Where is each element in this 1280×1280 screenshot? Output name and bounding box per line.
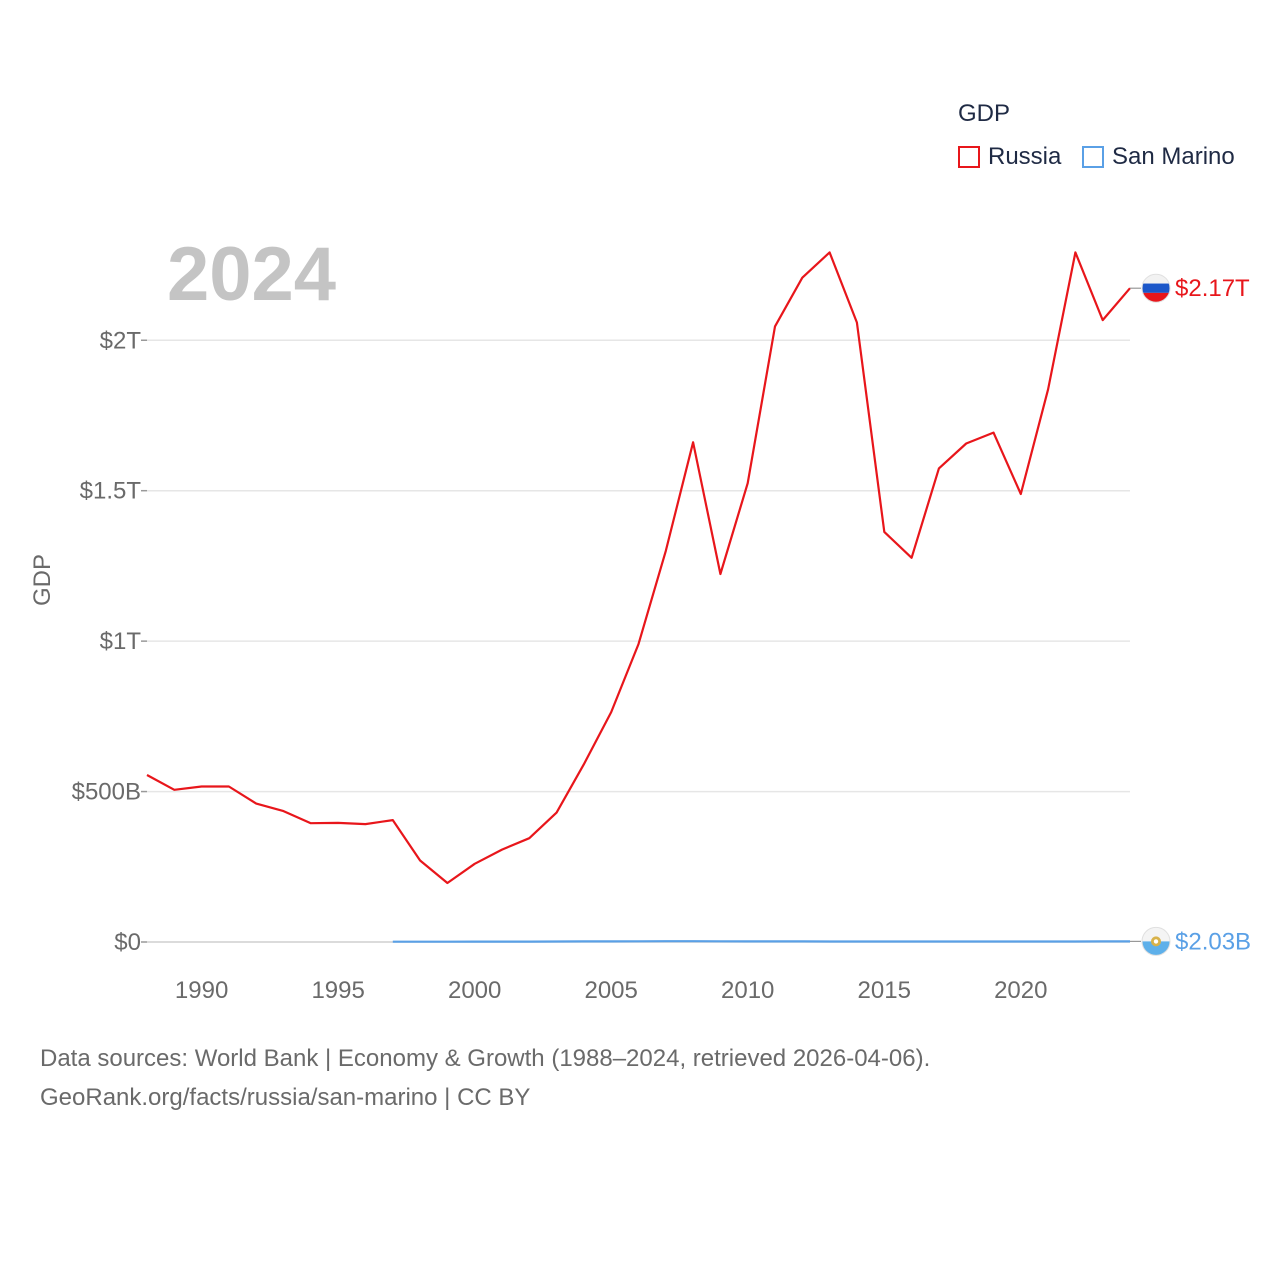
data-point-russia[interactable] bbox=[636, 642, 641, 647]
x-axis-ticks: 1990 1995 2000 2005 2010 2015 2020 bbox=[175, 977, 1048, 1004]
data-point-russia[interactable] bbox=[554, 810, 559, 815]
data-point-russia[interactable] bbox=[308, 821, 313, 826]
data-point-russia[interactable] bbox=[991, 430, 996, 435]
data-point-san-marino[interactable] bbox=[418, 939, 423, 944]
data-point-russia[interactable] bbox=[254, 801, 259, 806]
data-point-san-marino[interactable] bbox=[800, 939, 805, 944]
end-value-label-san-marino: $2.03B bbox=[1175, 928, 1251, 955]
data-point-san-marino[interactable] bbox=[1046, 939, 1051, 944]
san-marino-flag-icon bbox=[1141, 926, 1171, 956]
data-point-san-marino[interactable] bbox=[390, 939, 395, 944]
data-point-russia[interactable] bbox=[1018, 492, 1023, 497]
data-point-russia[interactable] bbox=[226, 784, 231, 789]
data-point-russia[interactable] bbox=[281, 809, 286, 814]
data-point-russia[interactable] bbox=[1100, 318, 1105, 323]
x-tick-label: 2000 bbox=[448, 977, 501, 1004]
data-point-russia[interactable] bbox=[418, 858, 423, 863]
legend-item-san-marino[interactable]: San Marino bbox=[1082, 143, 1235, 171]
data-point-russia[interactable] bbox=[691, 440, 696, 445]
data-point-san-marino[interactable] bbox=[691, 939, 696, 944]
series-line-san-marino[interactable] bbox=[392, 940, 1130, 943]
year-watermark: 2024 bbox=[167, 232, 336, 317]
data-point-san-marino[interactable] bbox=[718, 939, 723, 944]
legend-swatch-russia bbox=[958, 146, 980, 168]
legend-swatch-san-marino bbox=[1082, 146, 1104, 168]
data-point-russia[interactable] bbox=[527, 836, 532, 841]
data-point-san-marino[interactable] bbox=[854, 939, 859, 944]
data-point-russia[interactable] bbox=[827, 250, 832, 255]
y-axis-ticks: $0 $500B $1T $1.5T $2T bbox=[72, 327, 147, 956]
data-point-san-marino[interactable] bbox=[581, 939, 586, 944]
data-point-san-marino[interactable] bbox=[663, 939, 668, 944]
data-point-russia[interactable] bbox=[882, 529, 887, 534]
data-point-san-marino[interactable] bbox=[827, 939, 832, 944]
x-tick-label: 2010 bbox=[721, 977, 774, 1004]
data-point-russia[interactable] bbox=[964, 441, 969, 446]
russia-flag-icon bbox=[1141, 273, 1171, 303]
y-tick-label: $2T bbox=[100, 327, 142, 354]
data-point-san-marino[interactable] bbox=[882, 939, 887, 944]
y-tick-label: $1.5T bbox=[80, 478, 142, 505]
x-tick-label: 1995 bbox=[311, 977, 364, 1004]
data-point-russia[interactable] bbox=[363, 822, 368, 827]
attribution-line[interactable]: GeoRank.org/facts/russia/san-marino | CC… bbox=[40, 1084, 531, 1111]
data-point-russia[interactable] bbox=[145, 773, 150, 778]
legend-label-san-marino: San Marino bbox=[1112, 143, 1235, 170]
series-line-russia[interactable] bbox=[146, 251, 1131, 885]
data-point-russia[interactable] bbox=[718, 572, 723, 577]
data-point-russia[interactable] bbox=[909, 555, 914, 560]
x-tick-label: 2020 bbox=[994, 977, 1047, 1004]
data-point-san-marino[interactable] bbox=[499, 939, 504, 944]
data-point-san-marino[interactable] bbox=[527, 939, 532, 944]
y-tick-label: $0 bbox=[114, 929, 141, 956]
end-markers: $2.17T $2.03B bbox=[1130, 273, 1251, 956]
data-point-san-marino[interactable] bbox=[1073, 939, 1078, 944]
data-point-russia[interactable] bbox=[936, 466, 941, 471]
data-point-russia[interactable] bbox=[390, 818, 395, 823]
legend-item-russia[interactable]: Russia bbox=[958, 143, 1061, 171]
data-point-russia[interactable] bbox=[663, 548, 668, 553]
data-point-russia[interactable] bbox=[472, 861, 477, 866]
data-point-san-marino[interactable] bbox=[1100, 939, 1105, 944]
data-point-russia[interactable] bbox=[800, 275, 805, 280]
data-point-san-marino[interactable] bbox=[745, 939, 750, 944]
data-point-russia[interactable] bbox=[773, 324, 778, 329]
y-axis-title: GDP bbox=[29, 554, 56, 606]
data-point-san-marino[interactable] bbox=[554, 939, 559, 944]
data-point-san-marino[interactable] bbox=[909, 939, 914, 944]
data-point-russia[interactable] bbox=[499, 847, 504, 852]
data-point-san-marino[interactable] bbox=[936, 939, 941, 944]
end-value-label-russia: $2.17T bbox=[1175, 275, 1250, 302]
data-point-san-marino[interactable] bbox=[991, 939, 996, 944]
data-point-russia[interactable] bbox=[609, 710, 614, 715]
series-layer bbox=[145, 250, 1131, 944]
x-tick-label: 1990 bbox=[175, 977, 228, 1004]
data-point-russia[interactable] bbox=[172, 787, 177, 792]
data-point-san-marino[interactable] bbox=[609, 939, 614, 944]
data-point-russia[interactable] bbox=[445, 881, 450, 886]
legend-label-russia: Russia bbox=[988, 143, 1062, 170]
data-point-san-marino[interactable] bbox=[472, 939, 477, 944]
data-point-russia[interactable] bbox=[854, 320, 859, 325]
data-source-line: Data sources: World Bank | Economy & Gro… bbox=[40, 1045, 931, 1072]
y-tick-label: $1T bbox=[100, 628, 142, 655]
legend-title: GDP bbox=[958, 100, 1011, 127]
data-point-san-marino[interactable] bbox=[445, 939, 450, 944]
data-point-russia[interactable] bbox=[581, 762, 586, 767]
data-point-russia[interactable] bbox=[745, 481, 750, 486]
data-point-san-marino[interactable] bbox=[636, 939, 641, 944]
data-point-russia[interactable] bbox=[199, 784, 204, 789]
data-point-san-marino[interactable] bbox=[964, 939, 969, 944]
y-tick-label: $500B bbox=[72, 779, 141, 806]
data-point-russia[interactable] bbox=[1046, 387, 1051, 392]
x-tick-label: 2015 bbox=[858, 977, 911, 1004]
data-point-san-marino[interactable] bbox=[773, 939, 778, 944]
data-point-russia[interactable] bbox=[1073, 250, 1078, 255]
data-point-san-marino[interactable] bbox=[1018, 939, 1023, 944]
x-tick-label: 2005 bbox=[584, 977, 637, 1004]
data-point-russia[interactable] bbox=[336, 820, 341, 825]
